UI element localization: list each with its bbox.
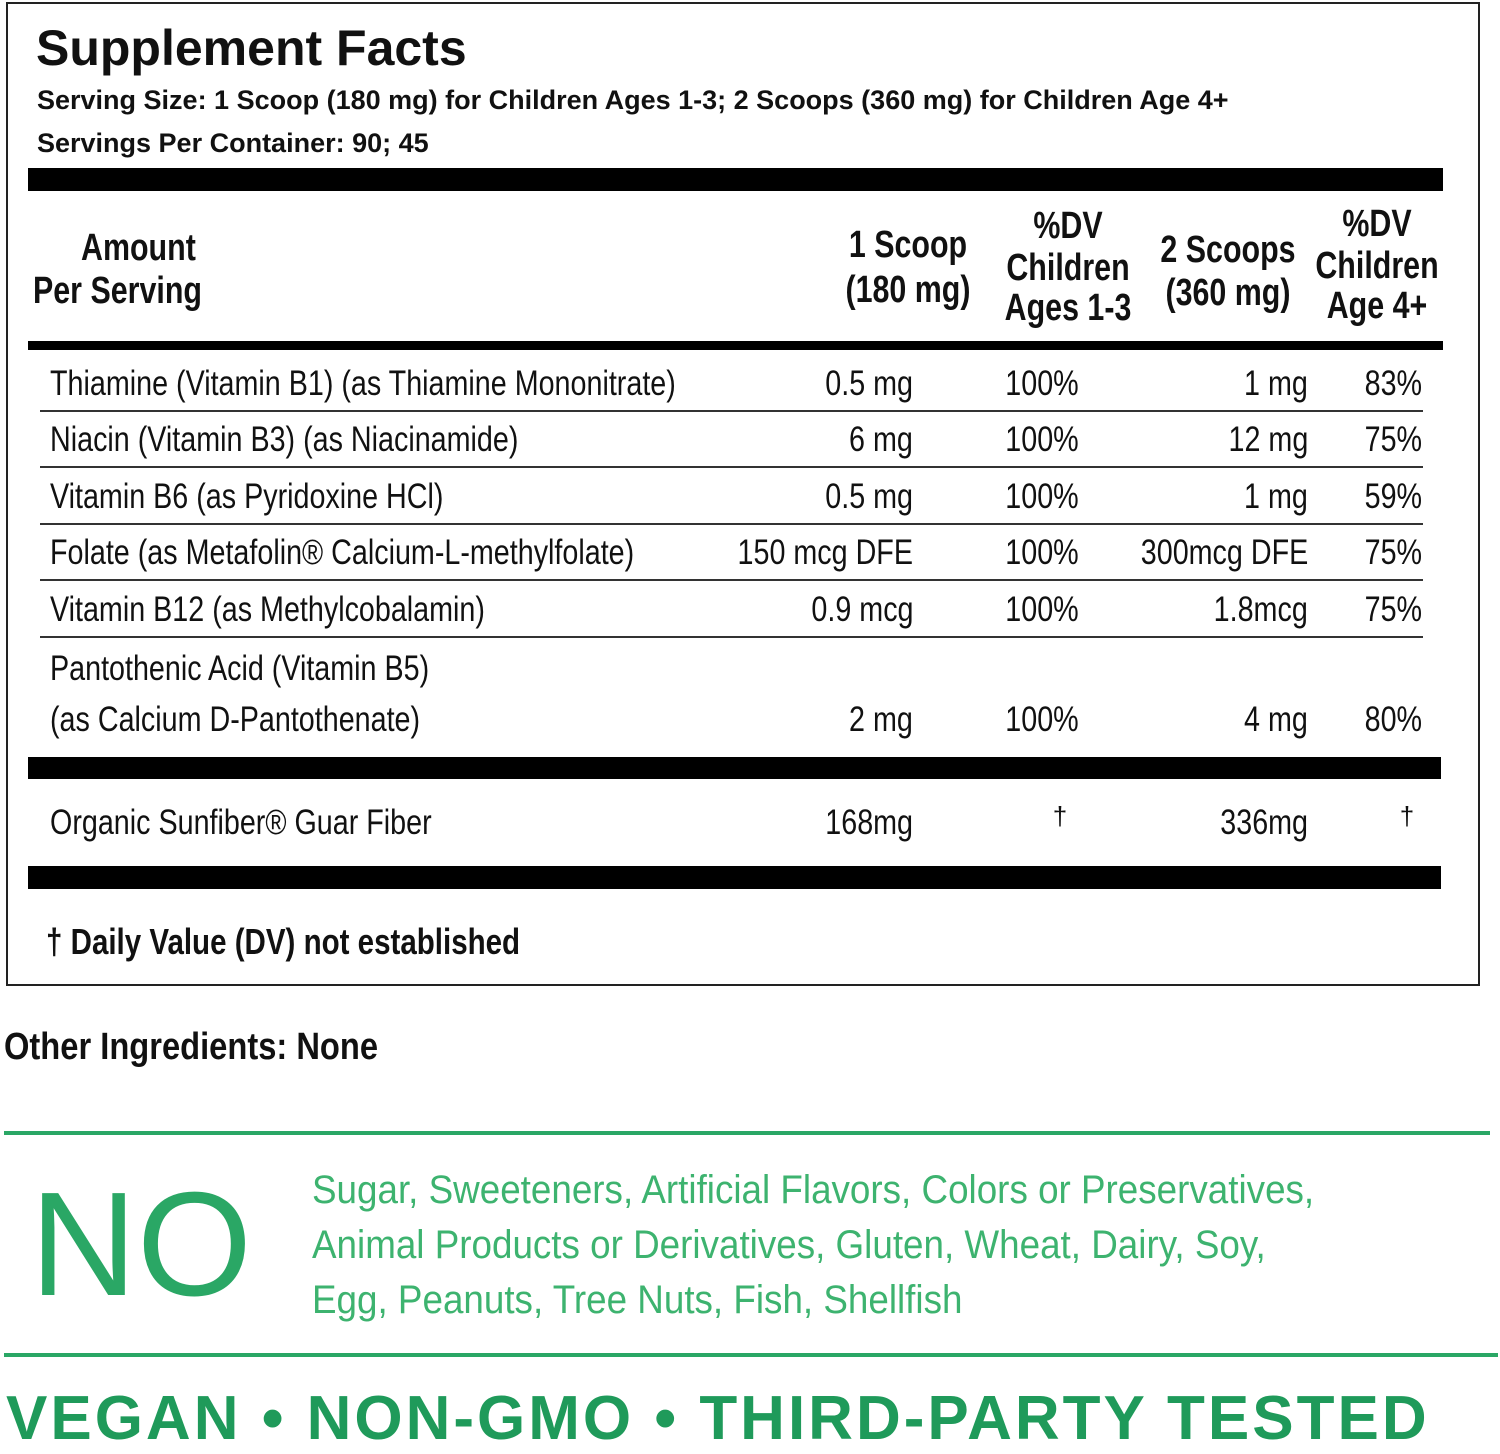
free-from-item: Egg, Peanuts, Tree Nuts, Fish, Shellfish	[312, 1278, 963, 1322]
column-header: Children	[1315, 245, 1439, 287]
column-header: Children	[1006, 247, 1130, 289]
green-rule	[4, 1131, 1490, 1135]
column-header: Amount	[81, 227, 196, 269]
divider	[28, 757, 1441, 779]
nutrient-name: (as Calcium D-Pantothenate)	[50, 699, 421, 739]
nutrient-name: Organic Sunfiber® Guar Fiber	[50, 802, 432, 842]
nutrient-amount: 0.5 mg	[825, 476, 913, 516]
nutrient-amount: 100%	[1005, 589, 1079, 629]
column-header: Per Serving	[33, 270, 202, 312]
dagger: †	[1399, 801, 1415, 831]
row-rule	[40, 410, 1423, 412]
nutrient-amount: 1.8mcg	[1213, 589, 1308, 629]
nutrient-name: Niacin (Vitamin B3) (as Niacinamide)	[50, 419, 519, 459]
nutrient-amount: 75%	[1364, 589, 1422, 629]
footnote: † Daily Value (DV) not established	[46, 921, 521, 962]
nutrient-name: Vitamin B12 (as Methylcobalamin)	[50, 589, 485, 629]
servings-per-container: Servings Per Container: 90; 45	[37, 128, 429, 158]
nutrient-amount: 12 mg	[1228, 419, 1308, 459]
nutrient-amount: 100%	[1005, 476, 1079, 516]
row-rule	[40, 579, 1423, 581]
divider	[28, 866, 1441, 889]
free-from-item: Animal Products or Derivatives, Gluten, …	[312, 1223, 1266, 1267]
nutrient-amount: 0.9 mcg	[810, 589, 913, 629]
column-header: %DV	[1342, 203, 1412, 245]
nutrient-amount: 100%	[1005, 363, 1079, 403]
nutrient-name: Vitamin B6 (as Pyridoxine HCl)	[50, 476, 444, 516]
facts-box	[6, 2, 1480, 986]
nutrient-amount: 75%	[1364, 419, 1422, 459]
row-rule	[40, 523, 1423, 525]
serving-size: Serving Size: 1 Scoop (180 mg) for Child…	[37, 85, 1229, 115]
no-label: NO	[30, 1162, 252, 1327]
nutrient-amount: 2 mg	[849, 699, 913, 739]
nutrient-amount: 150 mcg DFE	[737, 532, 913, 572]
column-header: 2 Scoops	[1160, 229, 1296, 271]
column-header: %DV	[1033, 205, 1103, 247]
free-from-item: Sugar, Sweeteners, Artificial Flavors, C…	[312, 1168, 1315, 1212]
other-ingredients: Other Ingredients: None	[4, 1026, 379, 1068]
green-rule	[4, 1353, 1498, 1357]
nutrient-amount: 75%	[1364, 532, 1422, 572]
badges: VEGAN • NON-GMO • THIRD-PARTY TESTED	[6, 1384, 1430, 1453]
nutrient-amount: 168mg	[825, 802, 913, 842]
column-header: Age 4+	[1326, 285, 1428, 327]
nutrient-amount: 6 mg	[849, 419, 913, 459]
nutrient-amount: 336mg	[1220, 802, 1308, 842]
column-header: 1 Scoop	[848, 224, 968, 266]
nutrient-name: Folate (as Metafolin® Calcium-L-methylfo…	[50, 532, 635, 572]
nutrient-amount: 80%	[1364, 699, 1422, 739]
nutrient-name: Thiamine (Vitamin B1) (as Thiamine Monon…	[50, 363, 676, 403]
row-rule	[40, 466, 1423, 468]
row-rule	[40, 636, 1423, 638]
nutrient-amount: 4 mg	[1244, 699, 1308, 739]
column-header: (360 mg)	[1165, 272, 1291, 314]
nutrient-amount: 59%	[1364, 476, 1422, 516]
nutrient-name: Pantothenic Acid (Vitamin B5)	[50, 648, 430, 688]
column-header: (180 mg)	[845, 269, 971, 311]
nutrient-amount: 300mcg DFE	[1140, 532, 1308, 572]
nutrient-amount: 1 mg	[1244, 363, 1308, 403]
nutrient-amount: 83%	[1364, 363, 1422, 403]
column-header: Ages 1-3	[1004, 287, 1132, 329]
divider	[28, 341, 1443, 350]
title: Supplement Facts	[36, 20, 467, 76]
nutrient-amount: 100%	[1005, 699, 1079, 739]
divider	[28, 168, 1443, 191]
nutrient-amount: 100%	[1005, 532, 1079, 572]
nutrient-amount: 100%	[1005, 419, 1079, 459]
nutrient-amount: 1 mg	[1244, 476, 1308, 516]
nutrient-amount: 0.5 mg	[825, 363, 913, 403]
dagger: †	[1052, 801, 1068, 831]
